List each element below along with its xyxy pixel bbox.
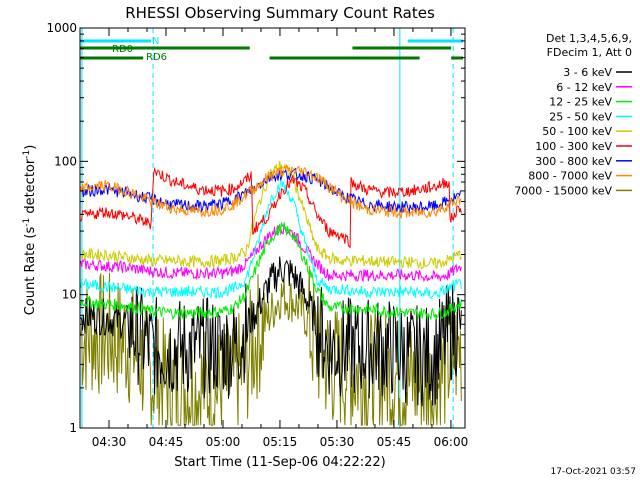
y-tick-label: 100: [54, 154, 77, 168]
legend-label: 12 - 25 keV: [549, 96, 612, 109]
legend-label: 100 - 300 keV: [535, 140, 612, 153]
legend-label: 7000 - 15000 keV: [514, 184, 612, 197]
x-tick-label: 05:30: [320, 435, 355, 449]
x-axis-label: Start Time (11-Sep-06 04:22:22): [174, 455, 385, 470]
series-line: [80, 160, 462, 270]
legend-label: 6 - 12 keV: [556, 81, 612, 94]
x-tick-label: 05:00: [206, 435, 241, 449]
state-bar-label: N: [152, 36, 159, 47]
x-tick-label: 06:00: [434, 435, 469, 449]
x-tick-label: 05:15: [263, 435, 298, 449]
legend: Det 1,3,4,5,6,9,FDecim 1, Att 0 3 - 6 keV…: [514, 32, 632, 197]
legend-header: Det 1,3,4,5,6,9,: [546, 32, 632, 45]
chart-title: RHESSI Observing Summary Count Rates: [125, 4, 435, 22]
state-bar-label: RD0: [112, 44, 133, 55]
y-tick-label: 1: [69, 421, 77, 435]
legend-header: FDecim 1, Att 0: [547, 46, 632, 59]
y-tick-label: 10: [62, 288, 77, 302]
x-tick-label: 04:45: [149, 435, 184, 449]
series-line: [80, 265, 462, 426]
legend-label: 300 - 800 keV: [535, 155, 612, 168]
axes: 1 10 100 1000 04:30 04:45 05:00 05:15 05:30 05:45…: [46, 21, 468, 449]
legend-label: 3 - 6 keV: [563, 66, 612, 79]
series-line: [80, 256, 462, 407]
y-axis-label: Count Rate (s-1 detector-1): [22, 145, 38, 316]
x-tick-label: 05:45: [377, 435, 412, 449]
state-bar-label: RD6: [146, 52, 167, 63]
timestamp: 17-Oct-2021 03:57: [551, 467, 636, 477]
y-tick-label: 1000: [46, 21, 77, 35]
legend-label: 25 - 50 keV: [549, 110, 612, 123]
legend-label: 800 - 7000 keV: [528, 170, 612, 183]
series-line: [80, 167, 462, 214]
x-tick-label: 04:30: [92, 435, 127, 449]
series-line: [80, 222, 462, 283]
plot-frame: [79, 27, 466, 429]
series-line: [80, 176, 462, 300]
plot-area: N RD0 RD6: [80, 28, 464, 428]
series-line: [80, 164, 462, 220]
series-line: [80, 221, 462, 321]
legend-label: 50 - 100 keV: [542, 125, 612, 138]
series-line: [80, 166, 462, 249]
